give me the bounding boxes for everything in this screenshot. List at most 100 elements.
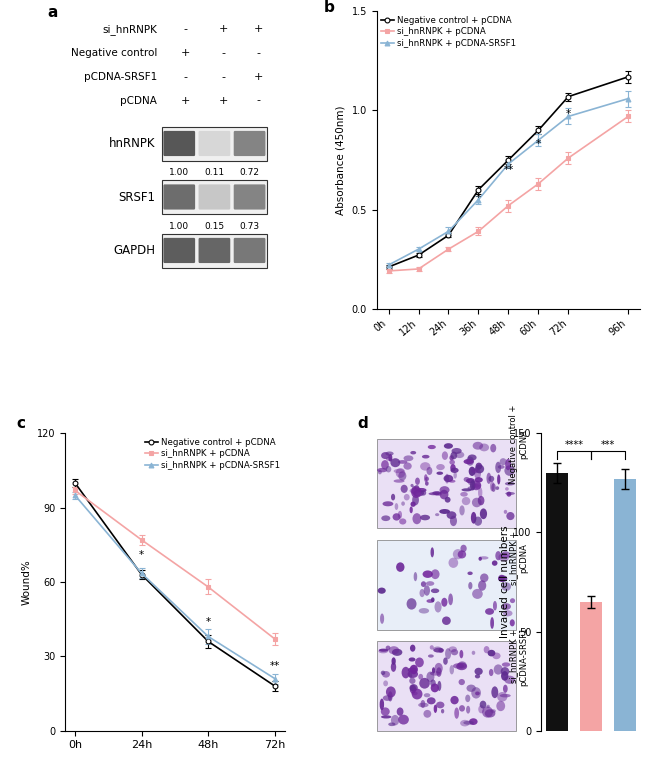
Text: +: + [181, 96, 190, 106]
Ellipse shape [466, 457, 474, 466]
Ellipse shape [426, 599, 434, 603]
Ellipse shape [504, 676, 515, 684]
Ellipse shape [490, 617, 494, 629]
Ellipse shape [430, 680, 436, 686]
Text: 0.73: 0.73 [239, 221, 259, 231]
Ellipse shape [424, 585, 430, 596]
Ellipse shape [498, 575, 505, 581]
Ellipse shape [497, 474, 500, 485]
Ellipse shape [474, 667, 483, 675]
Ellipse shape [456, 663, 467, 670]
Ellipse shape [458, 550, 466, 559]
Ellipse shape [436, 464, 445, 470]
Text: si_hnRNPK +
pCDNA: si_hnRNPK + pCDNA [510, 531, 528, 585]
Ellipse shape [408, 670, 418, 678]
Bar [376, 439, 516, 528]
Ellipse shape [452, 448, 461, 454]
Text: 1.00: 1.00 [169, 221, 189, 231]
Ellipse shape [505, 459, 511, 470]
Ellipse shape [471, 469, 478, 473]
Ellipse shape [381, 670, 385, 675]
Ellipse shape [502, 662, 510, 667]
Text: a: a [47, 5, 58, 21]
Text: *: * [566, 110, 571, 119]
Ellipse shape [421, 490, 426, 495]
Ellipse shape [474, 468, 481, 479]
Ellipse shape [410, 488, 420, 494]
Ellipse shape [453, 549, 463, 559]
Ellipse shape [478, 496, 484, 505]
Text: 0.11: 0.11 [204, 168, 224, 177]
Ellipse shape [478, 557, 482, 561]
Ellipse shape [378, 649, 388, 654]
Ellipse shape [426, 467, 432, 475]
Ellipse shape [469, 718, 478, 725]
Ellipse shape [428, 445, 436, 449]
Ellipse shape [404, 494, 410, 501]
Ellipse shape [398, 511, 402, 519]
Bar [376, 642, 516, 731]
Ellipse shape [450, 696, 459, 705]
Bar [162, 126, 267, 161]
Ellipse shape [425, 476, 429, 481]
Ellipse shape [500, 694, 511, 697]
Ellipse shape [472, 484, 480, 488]
Text: -: - [184, 24, 188, 34]
FancyBboxPatch shape [163, 131, 195, 156]
Text: 0.15: 0.15 [204, 221, 224, 231]
Ellipse shape [510, 598, 515, 603]
Ellipse shape [381, 452, 389, 459]
Ellipse shape [401, 501, 405, 506]
Ellipse shape [460, 720, 470, 727]
Text: *: * [536, 139, 541, 149]
Ellipse shape [388, 454, 393, 462]
Ellipse shape [410, 684, 418, 691]
Ellipse shape [455, 451, 464, 458]
Ellipse shape [382, 501, 393, 506]
Ellipse shape [502, 582, 511, 591]
Ellipse shape [463, 477, 470, 482]
Ellipse shape [478, 487, 482, 498]
Ellipse shape [410, 678, 415, 684]
Ellipse shape [467, 486, 474, 490]
Ellipse shape [448, 558, 458, 568]
Ellipse shape [471, 512, 476, 524]
Ellipse shape [449, 460, 455, 465]
Ellipse shape [422, 455, 430, 459]
Ellipse shape [472, 589, 483, 599]
Text: -: - [256, 96, 261, 106]
Ellipse shape [445, 474, 449, 483]
Ellipse shape [383, 696, 392, 701]
Ellipse shape [378, 470, 382, 474]
Ellipse shape [431, 588, 439, 593]
Ellipse shape [497, 701, 505, 712]
Ellipse shape [418, 702, 428, 707]
Ellipse shape [410, 507, 413, 513]
Ellipse shape [413, 513, 421, 524]
Ellipse shape [450, 665, 454, 674]
Text: 0.72: 0.72 [240, 168, 259, 177]
Text: +: + [218, 24, 228, 34]
Ellipse shape [382, 515, 390, 521]
FancyBboxPatch shape [163, 184, 195, 209]
Ellipse shape [420, 462, 430, 470]
Ellipse shape [420, 514, 430, 521]
Ellipse shape [426, 581, 434, 586]
Ellipse shape [388, 722, 395, 726]
Ellipse shape [459, 705, 465, 712]
Ellipse shape [439, 509, 450, 514]
Ellipse shape [449, 455, 454, 460]
Ellipse shape [386, 457, 392, 461]
Text: c: c [17, 416, 25, 431]
Ellipse shape [434, 705, 437, 713]
FancyBboxPatch shape [198, 131, 230, 156]
Ellipse shape [439, 490, 448, 499]
Ellipse shape [499, 553, 509, 562]
Ellipse shape [385, 466, 391, 473]
Ellipse shape [465, 695, 471, 702]
Text: -: - [184, 72, 188, 81]
Text: pCDNA: pCDNA [120, 96, 157, 106]
Ellipse shape [444, 443, 453, 449]
Ellipse shape [434, 601, 441, 613]
Ellipse shape [450, 516, 457, 526]
